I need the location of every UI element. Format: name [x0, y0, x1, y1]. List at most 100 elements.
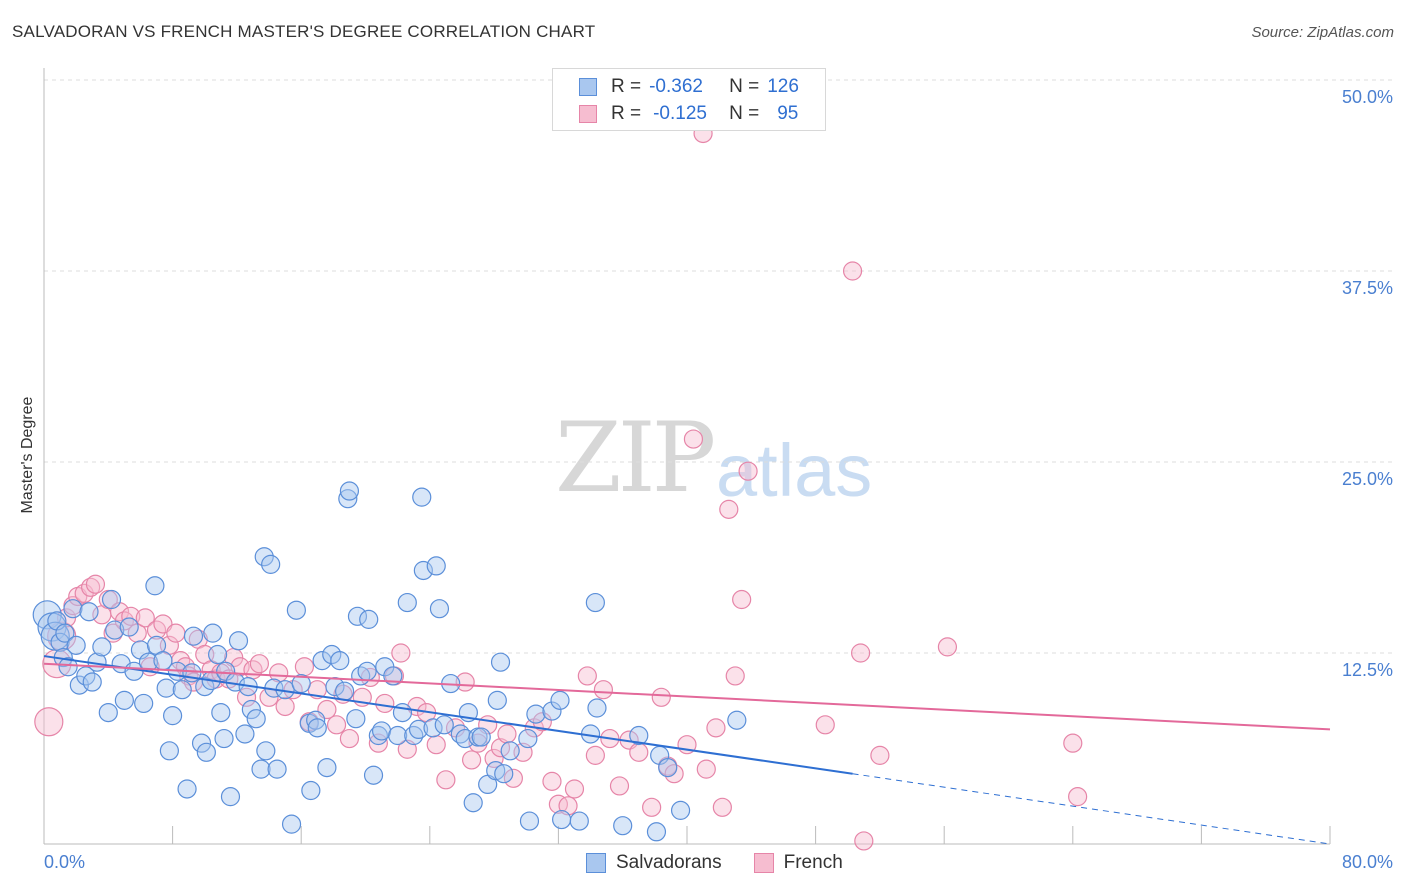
french-point: [166, 623, 186, 643]
salvadoran-trend-extension: [852, 773, 1331, 845]
french-point: [391, 643, 411, 663]
salvadoran-point: [388, 725, 408, 746]
salvadoran-point: [254, 547, 274, 567]
french-point: [532, 712, 552, 732]
french-point: [339, 728, 360, 749]
salvadoran-point: [569, 811, 589, 831]
salvadoran-point: [79, 602, 99, 622]
salvadoran-point: [346, 709, 366, 729]
french-point: [375, 693, 395, 714]
salvadoran-point: [371, 721, 392, 741]
series-legend-swatch-french: [753, 853, 774, 873]
salvadoran-point: [172, 680, 192, 700]
salvadoran-point: [519, 811, 540, 831]
salvadoran-point: [82, 672, 102, 692]
legend-row-salvadorans: R = -0.362 N = 126: [579, 76, 799, 98]
salvadoran-point: [208, 644, 228, 665]
french-point: [461, 750, 482, 770]
salvadoran-point: [156, 678, 176, 698]
french-point: [294, 657, 315, 677]
salvadoran-point: [487, 690, 507, 710]
french-point: [651, 687, 671, 707]
salvadoran-point: [434, 715, 454, 735]
salvadoran-point: [357, 661, 377, 681]
salvadoran-point: [228, 631, 249, 651]
series-legend-label-french: French: [783, 852, 843, 873]
salvadoran-point: [408, 719, 429, 740]
salvadoran-point: [335, 681, 355, 701]
french-point: [497, 724, 517, 744]
french-point: [815, 715, 835, 735]
french-point: [712, 797, 732, 817]
salvadoran-point: [727, 710, 747, 730]
salvadoran-point: [50, 632, 70, 652]
salvadoran-point: [214, 728, 234, 749]
legend-r-label: R =: [611, 103, 642, 124]
french-point: [503, 768, 523, 788]
salvadoran-point: [246, 709, 266, 729]
source-label: Source: ZipAtlas.com: [1251, 24, 1394, 41]
french-point: [738, 461, 758, 481]
legend-n-value: 95: [777, 103, 799, 124]
salvadoran-point: [613, 816, 633, 836]
salvadoran-point: [145, 576, 165, 596]
salvadoran-point: [183, 626, 204, 646]
french-point: [629, 742, 649, 762]
salvadoran-point: [338, 489, 358, 509]
salvadoran-point: [177, 779, 197, 799]
salvadoran-point: [658, 757, 678, 778]
salvadoran-point: [518, 728, 538, 749]
salvadoran-point: [105, 620, 125, 640]
french-point: [719, 499, 739, 519]
salvadoran-point: [220, 787, 241, 807]
french-point: [1063, 733, 1083, 753]
french-point: [870, 745, 890, 765]
french-point: [85, 574, 106, 594]
french-point: [426, 735, 446, 755]
salvadoran-point: [191, 733, 212, 753]
y-tick-label-25: 25.0%: [1341, 469, 1393, 489]
salvadoran-point: [66, 635, 86, 655]
x-tick-label-max: 80.0%: [1341, 852, 1393, 872]
legend-n-label: N =: [729, 76, 760, 97]
french-point: [455, 672, 475, 692]
legend-r-value: -0.362: [649, 76, 703, 97]
french-point: [732, 589, 752, 610]
legend-r-label: R =: [611, 76, 642, 97]
salvadoran-point: [397, 592, 417, 613]
salvadoran-point: [163, 706, 183, 726]
french-point: [436, 770, 456, 790]
salvadoran-point: [196, 742, 216, 762]
french-point: [851, 643, 871, 663]
french-point: [548, 794, 569, 814]
legend-n-value: 126: [767, 76, 799, 97]
salvadoran-point: [241, 699, 261, 720]
salvadoran-point: [58, 657, 78, 677]
salvadoran-point: [251, 759, 271, 779]
french-point: [564, 779, 585, 799]
legend-row-french: R = -0.125 N = 95: [579, 103, 798, 125]
salvadoran-point: [98, 702, 118, 723]
salvadoran-point: [423, 718, 443, 738]
french-point: [593, 680, 614, 700]
salvadoran-point: [256, 741, 276, 761]
salvadoran-point: [92, 637, 112, 657]
salvadoran-point: [261, 554, 281, 574]
salvadoran-point: [216, 661, 236, 681]
french-point: [1068, 787, 1088, 807]
salvadoran-point: [203, 623, 223, 643]
salvadoran-point: [306, 710, 326, 730]
french-point: [484, 748, 504, 769]
series-legend-label-salvadorans: Salvadorans: [616, 852, 722, 873]
salvadoran-point: [490, 652, 511, 672]
salvadoran-point: [550, 690, 570, 710]
french-point: [842, 261, 863, 281]
salvadoran-point: [542, 701, 562, 721]
french-point: [577, 666, 597, 686]
salvadoran-point: [301, 780, 321, 801]
french-point: [725, 666, 745, 686]
y-tick-label-50: 50.0%: [1341, 87, 1393, 107]
salvadoran-point: [339, 481, 360, 501]
salvadoran-point: [119, 617, 139, 637]
